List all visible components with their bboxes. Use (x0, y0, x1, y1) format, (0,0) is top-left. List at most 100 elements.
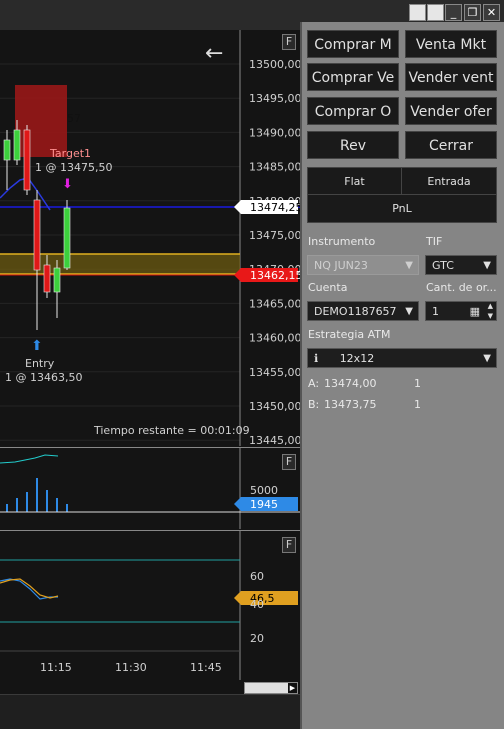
osc-value: 46,5 (250, 592, 275, 605)
volume-bar (16, 498, 18, 512)
entry-detail: 1 @ 13463,50 (5, 371, 82, 384)
quantity-label: Cant. de or... (426, 281, 497, 294)
volume-bar (66, 504, 68, 512)
instrument-select[interactable]: NQ JUN23 ▼ (307, 255, 419, 275)
current-price-marker (234, 200, 298, 214)
buy-market-button[interactable]: Comprar M (307, 30, 399, 58)
volume-bar (36, 478, 38, 512)
sell-market-button[interactable]: Venta Mkt (405, 30, 497, 58)
volume-pane[interactable]: 5000 1945 F (0, 447, 300, 529)
horizontal-scrollbar[interactable]: ▶ (244, 682, 298, 694)
account-label: Cuenta (308, 281, 348, 294)
chart-footer (0, 694, 300, 729)
price-tick: 13490,00 (249, 126, 300, 139)
volume-bar (26, 492, 28, 512)
sell-bid-button[interactable]: Vender ofer (405, 97, 497, 125)
position-pnl: PnL (392, 202, 412, 215)
chevron-down-icon: ▼ (405, 306, 413, 317)
price-tick: 13475,00 (249, 229, 300, 242)
position-price-label: 13462,15 (250, 269, 300, 282)
chart-area[interactable]: 57 Target1 1 @ 13475,50 ⬇ ⬆ Entry 1 @ 13… (0, 30, 300, 729)
order-panel: Comprar M Venta Mkt Comprar Ve Vender ve… (300, 22, 504, 729)
time-tick: 11:15 (40, 661, 72, 674)
volume-bar (6, 504, 8, 512)
atm-strategy-value: 12x12 (339, 352, 375, 365)
price-tick: 13495,00 (249, 92, 300, 105)
price-chart: 57 Target1 1 @ 13475,50 ⬇ ⬆ Entry 1 @ 13… (0, 30, 300, 446)
osc-tick: 20 (250, 632, 264, 645)
close-icon[interactable]: ✕ (483, 4, 500, 21)
osc-tick: 40 (250, 598, 264, 611)
bid-price: 13473,75 (324, 398, 377, 411)
osc-format-button[interactable]: F (282, 537, 296, 553)
position-status: Flat Entrada PnL (307, 167, 497, 223)
reverse-button[interactable]: Rev (307, 131, 399, 159)
price-tick: 13445,00 (249, 434, 300, 446)
volume-format-button[interactable]: F (282, 454, 296, 470)
calculator-icon[interactable]: ▦ (469, 305, 480, 318)
stepper-arrows-icon[interactable]: ▲ ▼ (487, 302, 493, 320)
sell-ask-button[interactable]: Vender vent (405, 63, 497, 91)
oscillator-pane[interactable]: 60 46,5 40 20 11:15 11:30 11:45 F (0, 530, 300, 680)
back-arrow-icon[interactable]: ← (205, 41, 223, 66)
volume-average (0, 454, 59, 464)
format-button[interactable]: F (282, 34, 296, 50)
account-value: DEMO1187657 (314, 305, 397, 318)
chevron-down-icon: ▼ (483, 260, 491, 271)
candle-body (53, 267, 61, 293)
minimize-icon[interactable]: _ (445, 4, 462, 21)
buy-bid-button[interactable]: Comprar O (307, 97, 399, 125)
scroll-right-icon[interactable]: ▶ (288, 683, 297, 693)
price-tick: 13450,00 (249, 400, 300, 413)
candle-body (33, 199, 41, 271)
instrument-value: NQ JUN23 (314, 259, 368, 272)
position-entry: Entrada (402, 168, 496, 195)
price-tick: 13455,00 (249, 366, 300, 379)
account-select[interactable]: DEMO1187657 ▼ (307, 301, 419, 321)
time-tick: 11:45 (190, 661, 222, 674)
volume-value: 1945 (250, 498, 278, 511)
time-tick: 11:30 (115, 661, 147, 674)
ask-quantity: 1 (414, 377, 421, 390)
ask-price: 13474,00 (324, 377, 377, 390)
target-zone (15, 85, 67, 157)
quantity-stepper[interactable]: 1 ▦ ▲ ▼ (425, 301, 497, 321)
price-tick: 13500,00 (249, 58, 300, 71)
chevron-down-icon: ▼ (483, 353, 491, 364)
title-strip: _ ❐ ✕ (0, 0, 504, 30)
price-tick: 13485,00 (249, 161, 300, 174)
entry-arrow-icon: ⬆ (31, 338, 43, 354)
buy-ask-button[interactable]: Comprar Ve (307, 63, 399, 91)
osc-line-orange (0, 578, 59, 599)
restore-icon[interactable] (409, 4, 426, 21)
current-price-label: 13474,25 (250, 201, 300, 214)
volume-bar (46, 490, 48, 512)
quantity-value: 1 (432, 305, 439, 318)
atm-strategy-select[interactable]: ℹ 12x12 ▼ (307, 348, 497, 368)
price-pane[interactable]: 57 Target1 1 @ 13475,50 ⬇ ⬆ Entry 1 @ 13… (0, 30, 300, 446)
target-label: Target1 (49, 147, 91, 160)
instrument-label: Instrumento (308, 235, 376, 248)
info-icon[interactable]: ℹ (314, 352, 319, 365)
atm-strategy-label: Estrategia ATM (308, 328, 391, 341)
tif-select[interactable]: GTC ▼ (425, 255, 497, 275)
candle-body (3, 139, 11, 161)
entry-label: Entry (25, 357, 55, 370)
restore-icon[interactable] (427, 4, 444, 21)
candle-body (63, 207, 71, 269)
target-arrow-icon: ⬇ (62, 177, 73, 192)
volume-bar (56, 498, 58, 512)
maximize-icon[interactable]: ❐ (464, 4, 481, 21)
osc-line-blue (0, 578, 58, 600)
bid-quantity: 1 (414, 398, 421, 411)
osc-marker (234, 591, 298, 605)
candle-body (13, 129, 21, 161)
position-price-marker (234, 268, 298, 282)
tif-label: TIF (426, 235, 443, 248)
candle-body (43, 264, 51, 293)
close-position-button[interactable]: Cerrar (405, 131, 497, 159)
osc-tick: 60 (250, 570, 264, 583)
volume-marker (234, 497, 298, 511)
volume-chart: 5000 1945 (0, 448, 300, 529)
price-tick: 13465,00 (249, 297, 300, 310)
